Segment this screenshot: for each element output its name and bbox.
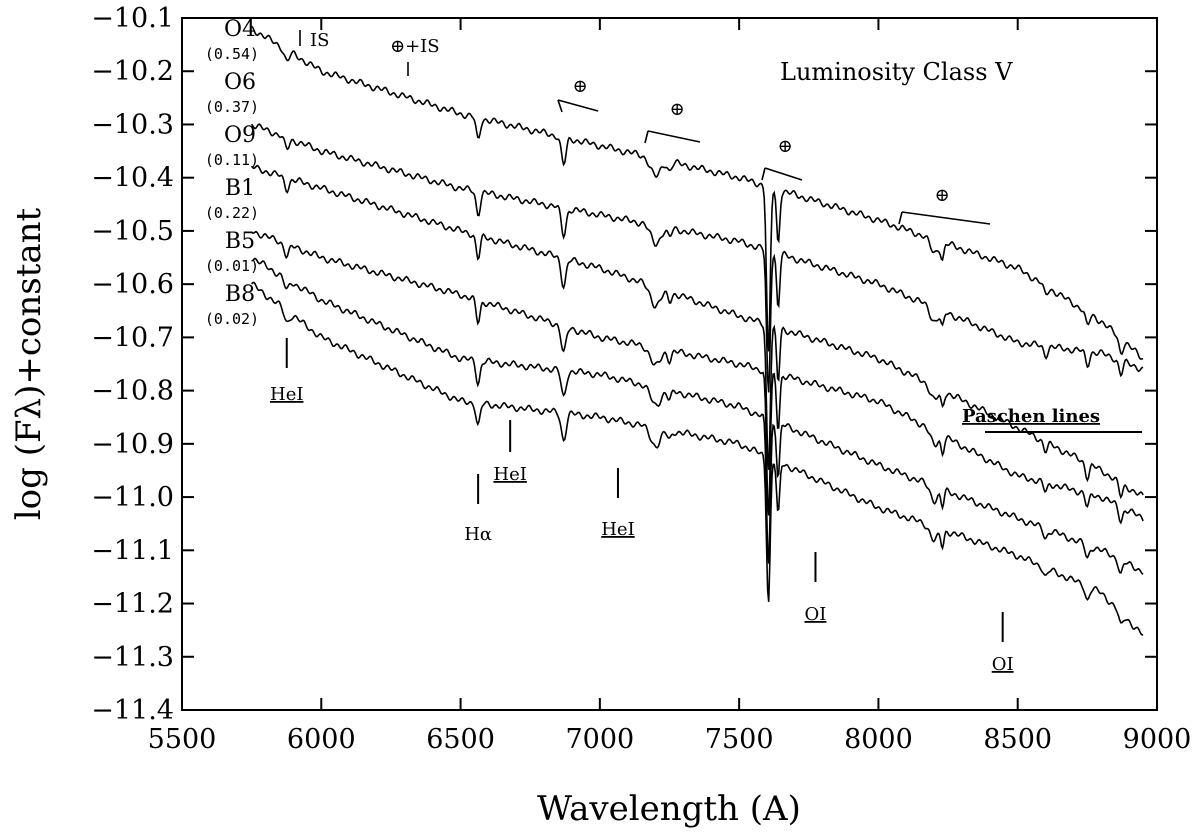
x-tick-label: 8500	[983, 724, 1052, 755]
x-axis-label: Wavelength (A)	[537, 789, 801, 829]
series-ebv-b8: (0.02)	[205, 310, 259, 328]
telluric-7200-tick	[644, 130, 649, 144]
telluric-is-6280-label: ⊕+IS	[390, 36, 440, 57]
hei-7065-label: HeI	[601, 519, 634, 540]
oi-7774-label: OI	[805, 604, 827, 625]
series-ebv-b1: (0.22)	[205, 204, 259, 222]
y-tick-label: −11.0	[91, 482, 174, 513]
series-group	[250, 25, 1144, 636]
y-tick-label: −10.1	[91, 3, 174, 34]
y-tick-label: −11.2	[91, 589, 174, 620]
y-tick-label: −10.4	[91, 163, 174, 194]
telluric-7600-tick	[761, 167, 766, 181]
y-tick-label: −10.5	[91, 216, 174, 247]
series-line-b1	[251, 230, 1144, 525]
telluric-6870-tick	[557, 99, 563, 113]
x-tick-label: 6000	[287, 724, 356, 755]
y-tick-label: −10.2	[91, 56, 174, 87]
telluric-8200-tick	[898, 211, 903, 225]
series-line-b8	[251, 281, 1144, 636]
series-name-b1: B1	[225, 176, 255, 201]
telluric-8200-label: ⊕	[934, 185, 949, 206]
x-tick-label: 7500	[705, 724, 774, 755]
series-name-o9: O9	[224, 123, 256, 148]
y-axis-label: log (Fλ)+constant	[9, 207, 49, 520]
y-tick-label: −11.1	[91, 535, 174, 566]
telluric-7600-marker	[764, 167, 803, 181]
y-tick-label: −10.3	[91, 109, 174, 140]
y-tick-label: −11.3	[91, 642, 174, 673]
hei-5876-label: HeI	[270, 384, 303, 405]
y-tick-label: −11.4	[91, 695, 174, 726]
telluric-7600-label: ⊕	[777, 136, 792, 157]
series-name-b5: B5	[225, 229, 255, 254]
series-ebv-o9: (0.11)	[205, 151, 259, 169]
x-tick-label: 9000	[1123, 724, 1192, 755]
y-tick-label: −10.8	[91, 376, 174, 407]
series-ebv-o4: (0.54)	[205, 45, 259, 63]
y-tick-label: −10.6	[91, 269, 174, 300]
series-ebv-b5: (0.01)	[205, 257, 259, 275]
series-ebv-o6: (0.37)	[205, 98, 259, 116]
plot-frame	[181, 17, 1158, 711]
series-line-o9	[250, 164, 1144, 500]
hei-6678-label: HeI	[493, 464, 526, 485]
y-tick-label: −10.9	[91, 429, 174, 460]
series-labels: O4 (0.54) O6 (0.37) O9 (0.11) B1 (0.22) B5 (0.01)…	[205, 17, 259, 328]
series-line-b5	[251, 257, 1144, 575]
series-name-o4: O4	[224, 17, 256, 42]
telluric-6870-marker	[557, 99, 599, 112]
series-name-o6: O6	[224, 70, 256, 95]
x-tick-label: 5500	[148, 724, 217, 755]
annotations: HeI Hα HeI HeI OI OI Paschen lines IS ⊕+IS ⊕ ⊕ ⊕ ⊕	[270, 30, 1142, 675]
x-tick-label: 6500	[426, 724, 495, 755]
series-line-o4	[251, 25, 1144, 360]
halpha-label: Hα	[464, 524, 492, 545]
y-tick-label: −10.7	[91, 322, 174, 353]
series-name-b8: B8	[225, 282, 255, 307]
panel-label: Luminosity Class V	[780, 58, 1013, 86]
telluric-8200-marker	[901, 211, 991, 225]
tick-labels: 5500 6000 6500 7000 7500 8000 8500 9000 −10.1 −10…	[91, 3, 1191, 755]
x-tick-label: 8000	[844, 724, 913, 755]
axis-ticks	[181, 17, 1158, 711]
paschen-label: Paschen lines	[962, 406, 1100, 427]
telluric-7200-marker	[647, 130, 701, 143]
x-tick-label: 7000	[565, 724, 634, 755]
telluric-7200-label: ⊕	[669, 99, 684, 120]
telluric-6870-label: ⊕	[572, 76, 587, 97]
oi-8446-label: OI	[992, 654, 1014, 675]
series-line-o6	[250, 123, 1144, 393]
is-5890-label: IS	[310, 30, 329, 51]
